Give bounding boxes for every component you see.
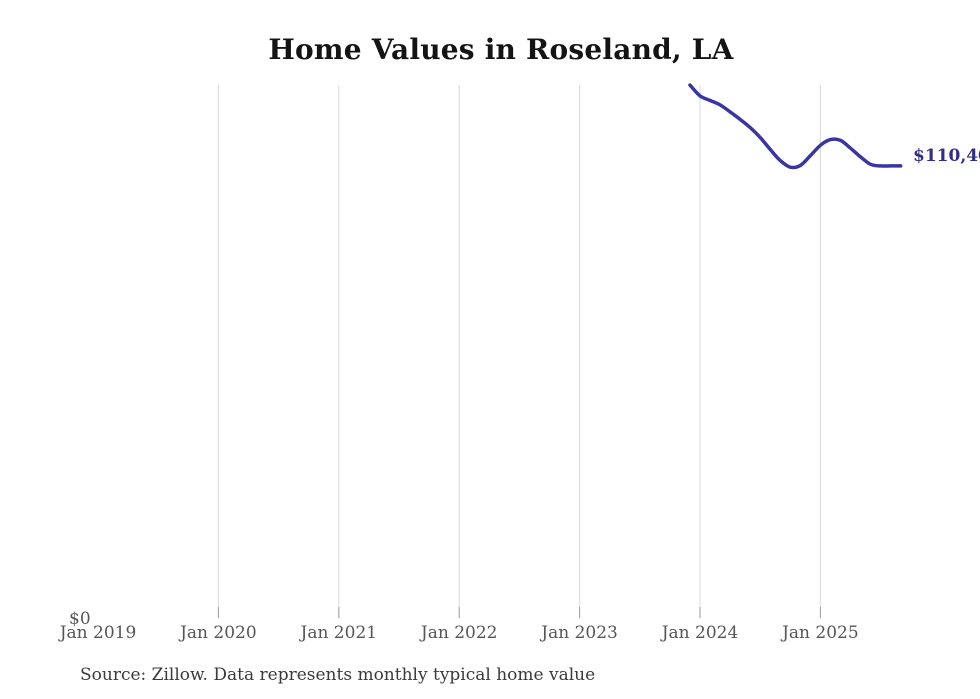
x-axis-tick-label: Jan 2024 [661, 623, 739, 643]
latest-value-label: $110,400 [913, 146, 980, 166]
y-axis-zero-label: $0 [69, 609, 91, 629]
x-axis-tick-label: Jan 2025 [782, 623, 859, 643]
gridlines [217, 85, 821, 618]
x-axis-tick-label: Jan 2020 [180, 623, 257, 643]
source-note: Source: Zillow. Data represents monthly … [80, 665, 596, 685]
x-axis-tick-label: Jan 2022 [420, 623, 498, 643]
x-axis-tick-label: Jan 2021 [300, 623, 378, 643]
home-value-line [688, 83, 903, 170]
x-axis-tick-label: Jan 2023 [541, 623, 618, 643]
x-axis-tick-label: Jan 2019 [59, 623, 137, 643]
chart-title: Home Values in Roseland, LA [268, 33, 734, 66]
home-value-line-series [688, 83, 903, 170]
